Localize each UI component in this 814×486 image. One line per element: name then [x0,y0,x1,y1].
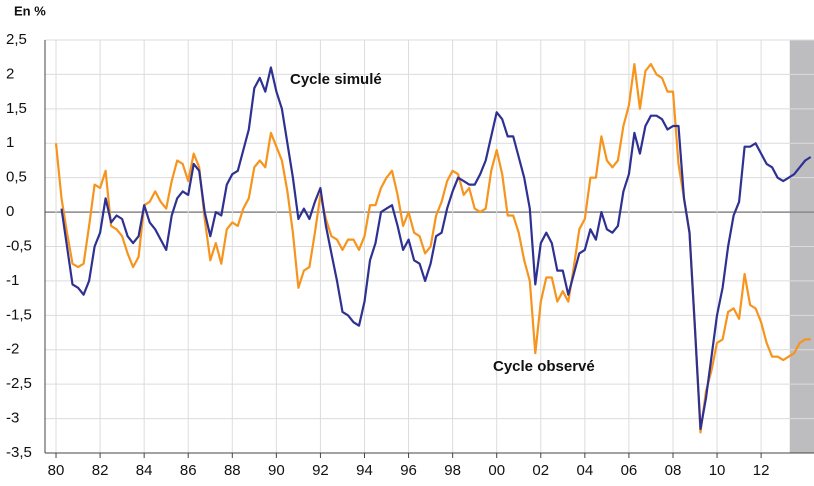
y-tick-label: -1,5 [6,306,32,323]
y-tick-label: -0,5 [6,237,32,254]
x-tick-label: 10 [709,462,726,479]
x-tick-label: 80 [48,462,65,479]
unit-label: En % [14,3,46,18]
y-tick-label: 2 [6,65,14,82]
y-tick-label: -3 [6,410,19,427]
series-label: Cycle observé [493,358,595,375]
x-tick-label: 88 [224,462,241,479]
y-tick-label: 0 [6,203,14,220]
x-tick-label: 00 [488,462,505,479]
y-tick-label: -3,5 [6,444,32,461]
y-tick-label: 1 [6,134,14,151]
x-tick-label: 86 [180,462,197,479]
y-tick-label: -2,5 [6,375,32,392]
x-tick-label: 08 [665,462,682,479]
y-tick-label: 0,5 [6,169,27,186]
x-tick-label: 96 [400,462,417,479]
x-tick-label: 98 [444,462,461,479]
y-tick-label: -1 [6,272,19,289]
series-label: Cycle simulé [290,71,382,88]
x-tick-label: 90 [268,462,285,479]
x-tick-label: 92 [312,462,329,479]
x-tick-label: 94 [356,462,373,479]
series-line [60,66,812,430]
y-tick-label: 1,5 [6,100,27,117]
x-tick-label: 12 [753,462,770,479]
x-tick-label: 84 [136,462,153,479]
x-tick-label: 02 [532,462,549,479]
y-tick-label: -2 [6,341,19,358]
x-tick-label: 06 [621,462,638,479]
x-tick-label: 04 [576,462,593,479]
x-tick-label: 82 [92,462,109,479]
y-tick-label: 2,5 [6,31,27,48]
